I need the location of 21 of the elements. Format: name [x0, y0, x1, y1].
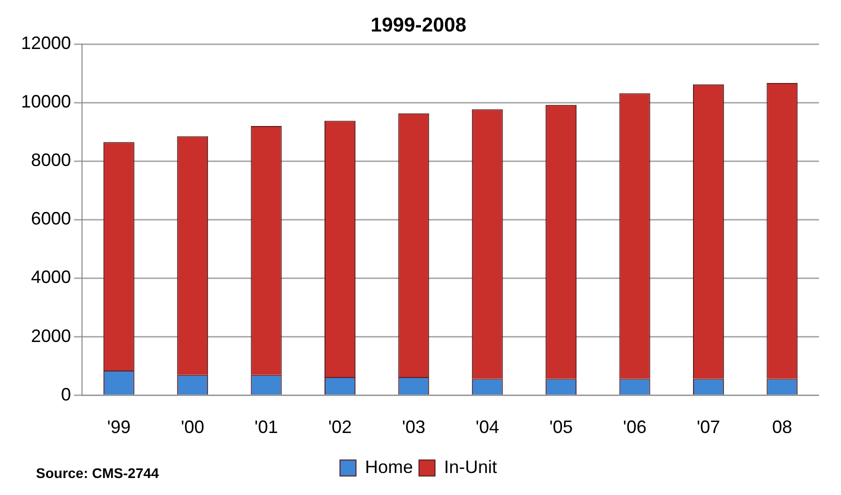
x-tick-label: '04 — [476, 417, 500, 438]
x-tick-label: '02 — [328, 417, 352, 438]
y-tick-label: 4000 — [31, 267, 72, 288]
x-tick-label: 08 — [772, 417, 792, 438]
y-tick-label: 0 — [61, 384, 72, 404]
y-tick-label: 6000 — [31, 208, 72, 229]
chart-title: 1999-2008 — [370, 14, 466, 37]
source-note: Source: CMS-2744 — [36, 464, 160, 481]
x-tick-label: '01 — [254, 417, 278, 438]
y-tick-label: 2000 — [31, 326, 72, 346]
y-tick-label: 12000 — [20, 32, 72, 53]
y-tick-label: 10000 — [20, 92, 72, 112]
legend-label: Home — [364, 456, 413, 477]
x-tick-label: '07 — [696, 417, 720, 438]
legend-label: In-Unit — [444, 456, 498, 477]
x-tick-label: '06 — [623, 417, 646, 438]
y-tick-label: 8000 — [31, 150, 72, 170]
x-tick-label: '99 — [107, 417, 131, 438]
x-tick-label: '03 — [402, 417, 426, 438]
x-tick-label: '05 — [549, 417, 573, 438]
x-tick-label: '00 — [180, 417, 204, 438]
